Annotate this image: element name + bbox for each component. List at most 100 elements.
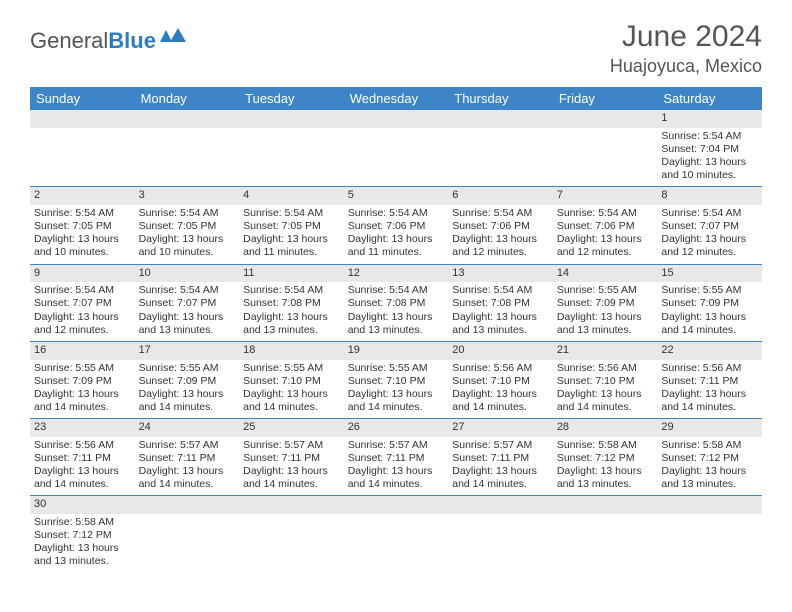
calendar-cell: 8Sunrise: 5:54 AMSunset: 7:07 PMDaylight… (657, 187, 762, 264)
daylight-line: Daylight: 13 hours and 14 minutes. (452, 465, 549, 491)
sunset-line: Sunset: 7:05 PM (243, 220, 340, 233)
logo-text-general: General (30, 28, 108, 54)
calendar-cell: 13Sunrise: 5:54 AMSunset: 7:08 PMDayligh… (448, 264, 553, 341)
sunset-line: Sunset: 7:07 PM (139, 297, 236, 310)
sunrise-line: Sunrise: 5:54 AM (348, 207, 445, 220)
day-number (344, 110, 449, 128)
sunrise-line: Sunrise: 5:54 AM (243, 284, 340, 297)
daylight-line: Daylight: 13 hours and 12 minutes. (34, 311, 131, 337)
calendar-cell: 7Sunrise: 5:54 AMSunset: 7:06 PMDaylight… (553, 187, 658, 264)
daylight-line: Daylight: 13 hours and 12 minutes. (661, 233, 758, 259)
day-details (448, 128, 553, 134)
day-details: Sunrise: 5:54 AMSunset: 7:06 PMDaylight:… (553, 205, 658, 264)
calendar-cell: 25Sunrise: 5:57 AMSunset: 7:11 PMDayligh… (239, 419, 344, 496)
calendar-cell: 17Sunrise: 5:55 AMSunset: 7:09 PMDayligh… (135, 341, 240, 418)
sunrise-line: Sunrise: 5:58 AM (661, 439, 758, 452)
day-number: 21 (553, 342, 658, 360)
sunset-line: Sunset: 7:09 PM (139, 375, 236, 388)
day-number (553, 496, 658, 514)
daylight-line: Daylight: 13 hours and 10 minutes. (661, 156, 758, 182)
day-details: Sunrise: 5:54 AMSunset: 7:06 PMDaylight:… (344, 205, 449, 264)
day-number: 17 (135, 342, 240, 360)
sunrise-line: Sunrise: 5:54 AM (34, 207, 131, 220)
daylight-line: Daylight: 13 hours and 14 minutes. (34, 465, 131, 491)
day-number (30, 110, 135, 128)
day-details: Sunrise: 5:54 AMSunset: 7:07 PMDaylight:… (30, 282, 135, 341)
calendar-cell: 10Sunrise: 5:54 AMSunset: 7:07 PMDayligh… (135, 264, 240, 341)
sunset-line: Sunset: 7:11 PM (452, 452, 549, 465)
calendar-cell: 11Sunrise: 5:54 AMSunset: 7:08 PMDayligh… (239, 264, 344, 341)
calendar-cell: 19Sunrise: 5:55 AMSunset: 7:10 PMDayligh… (344, 341, 449, 418)
day-number: 11 (239, 265, 344, 283)
day-number (448, 496, 553, 514)
sunrise-line: Sunrise: 5:57 AM (243, 439, 340, 452)
daylight-line: Daylight: 13 hours and 14 minutes. (557, 388, 654, 414)
sunrise-line: Sunrise: 5:55 AM (348, 362, 445, 375)
sunrise-line: Sunrise: 5:57 AM (348, 439, 445, 452)
calendar-cell: 24Sunrise: 5:57 AMSunset: 7:11 PMDayligh… (135, 419, 240, 496)
calendar-cell: 26Sunrise: 5:57 AMSunset: 7:11 PMDayligh… (344, 419, 449, 496)
daylight-line: Daylight: 13 hours and 14 minutes. (452, 388, 549, 414)
daylight-line: Daylight: 13 hours and 14 minutes. (139, 388, 236, 414)
calendar-row: 2Sunrise: 5:54 AMSunset: 7:05 PMDaylight… (30, 187, 762, 264)
sunrise-line: Sunrise: 5:56 AM (34, 439, 131, 452)
day-details: Sunrise: 5:54 AMSunset: 7:05 PMDaylight:… (135, 205, 240, 264)
day-details: Sunrise: 5:54 AMSunset: 7:05 PMDaylight:… (239, 205, 344, 264)
sunrise-line: Sunrise: 5:56 AM (661, 362, 758, 375)
daylight-line: Daylight: 13 hours and 14 minutes. (348, 388, 445, 414)
calendar-row: 1Sunrise: 5:54 AMSunset: 7:04 PMDaylight… (30, 110, 762, 187)
day-details: Sunrise: 5:54 AMSunset: 7:04 PMDaylight:… (657, 128, 762, 187)
sunset-line: Sunset: 7:09 PM (34, 375, 131, 388)
sunrise-line: Sunrise: 5:54 AM (243, 207, 340, 220)
calendar-cell: 5Sunrise: 5:54 AMSunset: 7:06 PMDaylight… (344, 187, 449, 264)
sunrise-line: Sunrise: 5:54 AM (34, 284, 131, 297)
flag-icon (160, 26, 186, 52)
day-details (448, 514, 553, 520)
day-details: Sunrise: 5:57 AMSunset: 7:11 PMDaylight:… (239, 437, 344, 496)
daylight-line: Daylight: 13 hours and 13 minutes. (557, 311, 654, 337)
calendar-cell-empty (657, 496, 762, 573)
sunset-line: Sunset: 7:05 PM (139, 220, 236, 233)
logo: GeneralBlue (30, 28, 186, 54)
calendar-cell: 14Sunrise: 5:55 AMSunset: 7:09 PMDayligh… (553, 264, 658, 341)
daylight-line: Daylight: 13 hours and 13 minutes. (348, 311, 445, 337)
sunrise-line: Sunrise: 5:54 AM (139, 284, 236, 297)
calendar-cell: 16Sunrise: 5:55 AMSunset: 7:09 PMDayligh… (30, 341, 135, 418)
day-details: Sunrise: 5:56 AMSunset: 7:10 PMDaylight:… (553, 360, 658, 419)
day-details: Sunrise: 5:55 AMSunset: 7:09 PMDaylight:… (135, 360, 240, 419)
location: Huajoyuca, Mexico (610, 56, 762, 77)
sunrise-line: Sunrise: 5:54 AM (139, 207, 236, 220)
sunrise-line: Sunrise: 5:55 AM (34, 362, 131, 375)
calendar-cell: 2Sunrise: 5:54 AMSunset: 7:05 PMDaylight… (30, 187, 135, 264)
calendar-row: 9Sunrise: 5:54 AMSunset: 7:07 PMDaylight… (30, 264, 762, 341)
calendar-cell: 15Sunrise: 5:55 AMSunset: 7:09 PMDayligh… (657, 264, 762, 341)
sunrise-line: Sunrise: 5:57 AM (139, 439, 236, 452)
daylight-line: Daylight: 13 hours and 14 minutes. (243, 465, 340, 491)
day-number: 19 (344, 342, 449, 360)
calendar-cell: 3Sunrise: 5:54 AMSunset: 7:05 PMDaylight… (135, 187, 240, 264)
day-details: Sunrise: 5:57 AMSunset: 7:11 PMDaylight:… (135, 437, 240, 496)
day-details: Sunrise: 5:54 AMSunset: 7:08 PMDaylight:… (448, 282, 553, 341)
daylight-line: Daylight: 13 hours and 14 minutes. (661, 388, 758, 414)
day-number (448, 110, 553, 128)
calendar-cell: 9Sunrise: 5:54 AMSunset: 7:07 PMDaylight… (30, 264, 135, 341)
sunset-line: Sunset: 7:12 PM (34, 529, 131, 542)
sunset-line: Sunset: 7:06 PM (557, 220, 654, 233)
day-number (239, 110, 344, 128)
day-number: 14 (553, 265, 658, 283)
logo-text-blue: Blue (108, 28, 156, 54)
day-number: 8 (657, 187, 762, 205)
sunset-line: Sunset: 7:07 PM (34, 297, 131, 310)
sunrise-line: Sunrise: 5:56 AM (452, 362, 549, 375)
day-details (30, 128, 135, 134)
sunset-line: Sunset: 7:07 PM (661, 220, 758, 233)
calendar-cell-empty (30, 110, 135, 187)
sunrise-line: Sunrise: 5:55 AM (243, 362, 340, 375)
calendar-cell-empty (344, 496, 449, 573)
day-details: Sunrise: 5:58 AMSunset: 7:12 PMDaylight:… (657, 437, 762, 496)
day-number: 30 (30, 496, 135, 514)
daylight-line: Daylight: 13 hours and 13 minutes. (452, 311, 549, 337)
day-details: Sunrise: 5:57 AMSunset: 7:11 PMDaylight:… (448, 437, 553, 496)
sunrise-line: Sunrise: 5:54 AM (661, 130, 758, 143)
sunset-line: Sunset: 7:10 PM (243, 375, 340, 388)
